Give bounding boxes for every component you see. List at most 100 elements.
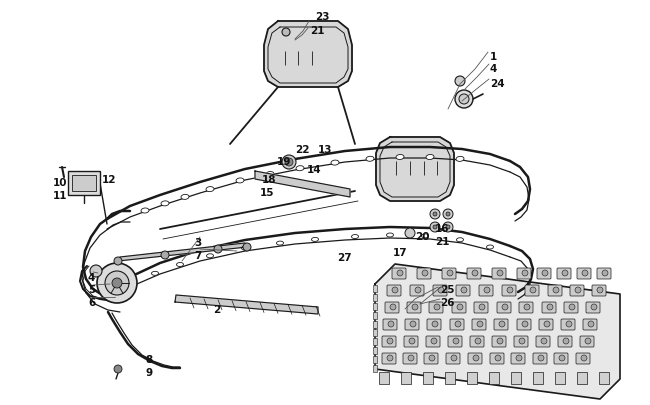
Circle shape <box>422 270 428 276</box>
Polygon shape <box>255 172 350 198</box>
Ellipse shape <box>161 201 169 207</box>
Circle shape <box>397 270 403 276</box>
Circle shape <box>538 355 544 361</box>
Ellipse shape <box>352 235 359 239</box>
Circle shape <box>597 287 603 293</box>
Bar <box>373 285 377 292</box>
Circle shape <box>484 287 490 293</box>
Ellipse shape <box>151 272 159 276</box>
Circle shape <box>581 355 587 361</box>
FancyBboxPatch shape <box>424 353 438 364</box>
Circle shape <box>553 287 559 293</box>
Ellipse shape <box>456 238 463 242</box>
FancyBboxPatch shape <box>417 269 431 279</box>
Polygon shape <box>264 22 352 88</box>
Ellipse shape <box>486 245 493 249</box>
Bar <box>401 372 411 384</box>
Bar <box>68 172 100 196</box>
FancyBboxPatch shape <box>433 285 447 296</box>
Ellipse shape <box>177 263 183 267</box>
Bar <box>577 372 587 384</box>
Bar <box>445 372 455 384</box>
Circle shape <box>97 263 137 303</box>
Text: 9: 9 <box>145 367 152 377</box>
Bar <box>533 372 543 384</box>
FancyBboxPatch shape <box>592 285 606 296</box>
Bar <box>555 372 565 384</box>
Circle shape <box>390 304 396 310</box>
FancyBboxPatch shape <box>517 269 531 279</box>
FancyBboxPatch shape <box>472 319 486 330</box>
FancyBboxPatch shape <box>407 302 421 313</box>
Circle shape <box>285 159 293 166</box>
Text: 10: 10 <box>53 177 68 188</box>
Text: 23: 23 <box>315 12 330 22</box>
Circle shape <box>522 321 528 327</box>
FancyBboxPatch shape <box>427 319 441 330</box>
FancyBboxPatch shape <box>539 319 553 330</box>
FancyBboxPatch shape <box>468 353 482 364</box>
Bar <box>379 372 389 384</box>
Ellipse shape <box>141 209 149 213</box>
Circle shape <box>497 270 503 276</box>
Bar <box>373 330 377 337</box>
Circle shape <box>588 321 594 327</box>
Ellipse shape <box>456 157 464 162</box>
Text: 2: 2 <box>213 304 220 314</box>
Circle shape <box>412 304 418 310</box>
FancyBboxPatch shape <box>470 336 484 347</box>
Circle shape <box>566 321 572 327</box>
FancyBboxPatch shape <box>533 353 547 364</box>
Circle shape <box>392 287 398 293</box>
Circle shape <box>519 338 525 344</box>
Circle shape <box>497 338 503 344</box>
Circle shape <box>472 270 478 276</box>
Bar <box>511 372 521 384</box>
Text: 11: 11 <box>53 190 68 200</box>
Text: 20: 20 <box>415 231 430 241</box>
Circle shape <box>559 355 565 361</box>
FancyBboxPatch shape <box>456 285 470 296</box>
Circle shape <box>430 222 440 232</box>
Ellipse shape <box>206 187 214 192</box>
Text: 3: 3 <box>194 237 202 247</box>
Text: 26: 26 <box>440 297 454 307</box>
FancyBboxPatch shape <box>448 336 462 347</box>
Ellipse shape <box>387 233 393 237</box>
FancyBboxPatch shape <box>492 336 506 347</box>
Text: 12: 12 <box>102 175 116 185</box>
FancyBboxPatch shape <box>564 302 578 313</box>
FancyBboxPatch shape <box>474 302 488 313</box>
Circle shape <box>461 287 467 293</box>
Bar <box>489 372 499 384</box>
Text: 21: 21 <box>310 26 324 36</box>
Bar <box>373 339 377 345</box>
Ellipse shape <box>207 254 213 258</box>
Circle shape <box>434 304 440 310</box>
Circle shape <box>602 270 608 276</box>
Text: 5: 5 <box>88 284 96 294</box>
Bar <box>373 347 377 354</box>
Circle shape <box>585 338 591 344</box>
Circle shape <box>544 321 550 327</box>
Ellipse shape <box>396 155 404 160</box>
Text: 18: 18 <box>262 175 276 185</box>
FancyBboxPatch shape <box>561 319 575 330</box>
FancyBboxPatch shape <box>586 302 600 313</box>
Text: 1: 1 <box>490 52 497 62</box>
Ellipse shape <box>242 246 248 250</box>
Circle shape <box>282 29 290 37</box>
FancyBboxPatch shape <box>446 353 460 364</box>
Circle shape <box>495 355 501 361</box>
Circle shape <box>443 222 453 232</box>
Text: 4: 4 <box>88 272 96 282</box>
Circle shape <box>409 338 415 344</box>
FancyBboxPatch shape <box>404 336 418 347</box>
Ellipse shape <box>311 238 318 242</box>
FancyBboxPatch shape <box>511 353 525 364</box>
FancyBboxPatch shape <box>576 353 590 364</box>
FancyBboxPatch shape <box>383 319 397 330</box>
Circle shape <box>499 321 505 327</box>
Circle shape <box>455 321 461 327</box>
Circle shape <box>569 304 575 310</box>
